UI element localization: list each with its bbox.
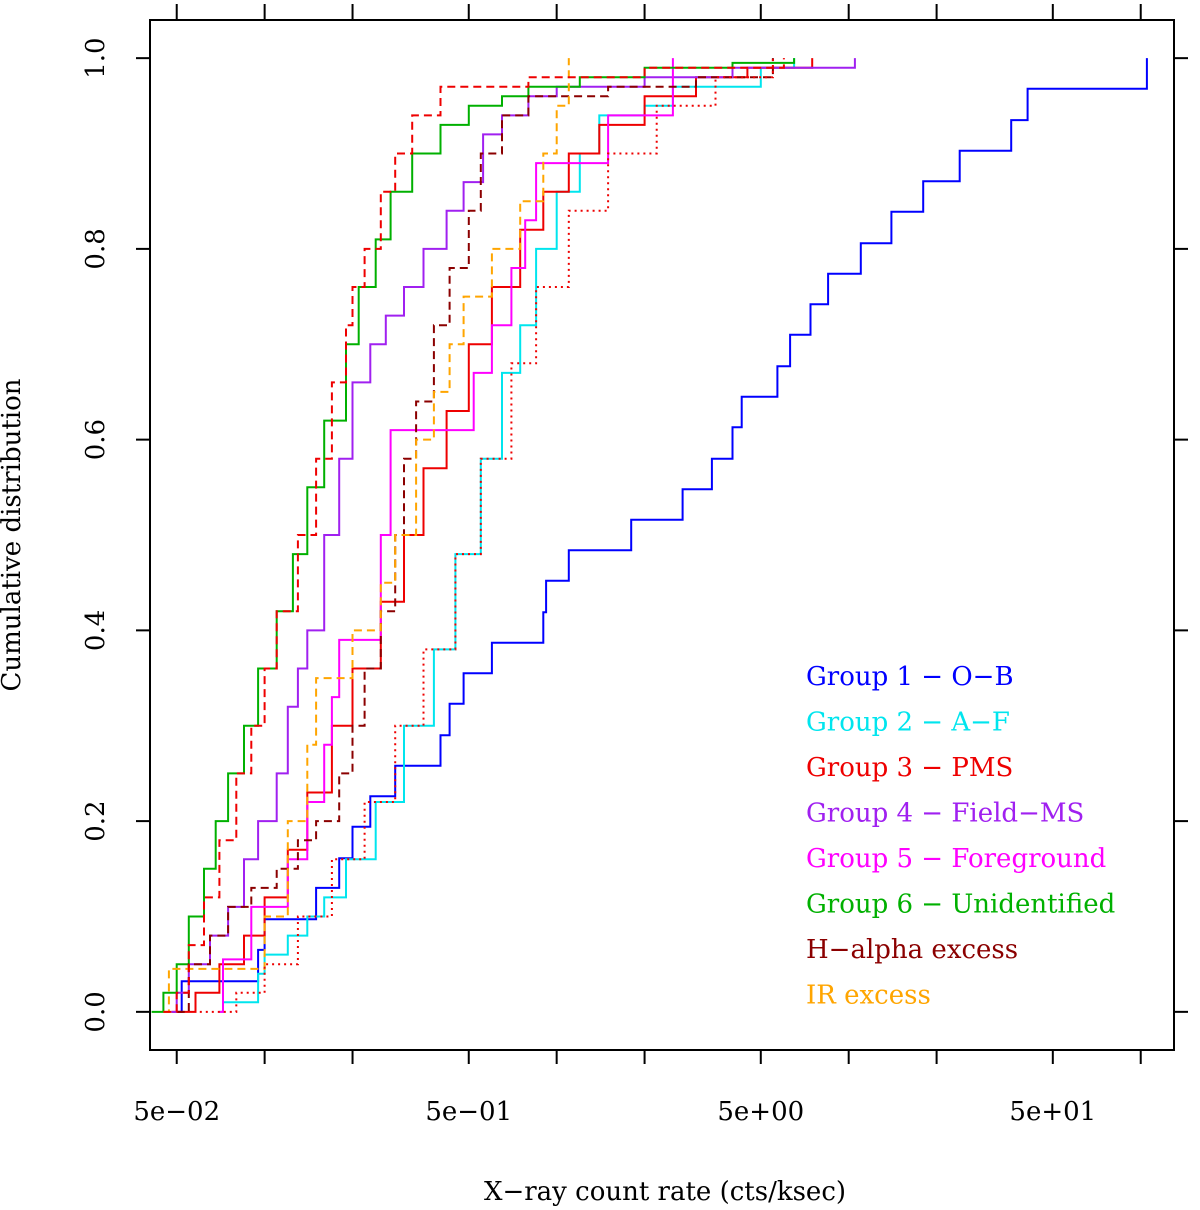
legend-entry: Group 2 − A−F (806, 708, 1010, 738)
legend-entry: IR excess (806, 981, 931, 1011)
x-tick-label: 5e+01 (1009, 1097, 1096, 1127)
y-tick-label: 0.0 (81, 991, 111, 1032)
series-line (219, 58, 674, 1013)
y-axis-label: Cumulative distribution (0, 378, 27, 691)
series-line (176, 58, 1148, 1013)
legend-entry: Group 4 − Field−MS (806, 799, 1084, 829)
series-line (163, 58, 570, 1013)
x-axis-label: X−ray count rate (cts/ksec) (484, 1177, 846, 1207)
legend-entry: Group 6 − Unidentified (806, 890, 1115, 920)
legend-entry: Group 1 − O−B (806, 662, 1014, 692)
legend-entry: Group 3 − PMS (806, 753, 1013, 783)
x-tick-label: 5e+00 (717, 1097, 804, 1127)
plot-frame (149, 19, 1175, 1051)
x-tick-label: 5e−01 (425, 1097, 512, 1127)
axes-layer: 5e−02 5e−01 5e+00 5e+01 0.0 0.2 0.4 0.6 0.8 1.0 (81, 4, 1188, 1127)
y-tick-label: 0.8 (81, 228, 111, 269)
series-line (163, 58, 785, 1013)
series-layer (151, 58, 1148, 1013)
x-tick-label: 5e−02 (133, 1097, 220, 1127)
legend: Group 1 − O−B Group 2 − A−F Group 3 − PMS G… (806, 662, 1115, 1011)
y-tick-label: 0.4 (81, 610, 111, 651)
series-line (151, 58, 796, 1013)
y-tick-label: 0.2 (81, 800, 111, 841)
y-tick-label: 1.0 (81, 37, 111, 78)
legend-entry: Group 5 − Foreground (806, 844, 1106, 874)
series-line (171, 58, 814, 1013)
y-tick-label: 0.6 (81, 419, 111, 460)
legend-entry: H−alpha excess (806, 935, 1018, 965)
